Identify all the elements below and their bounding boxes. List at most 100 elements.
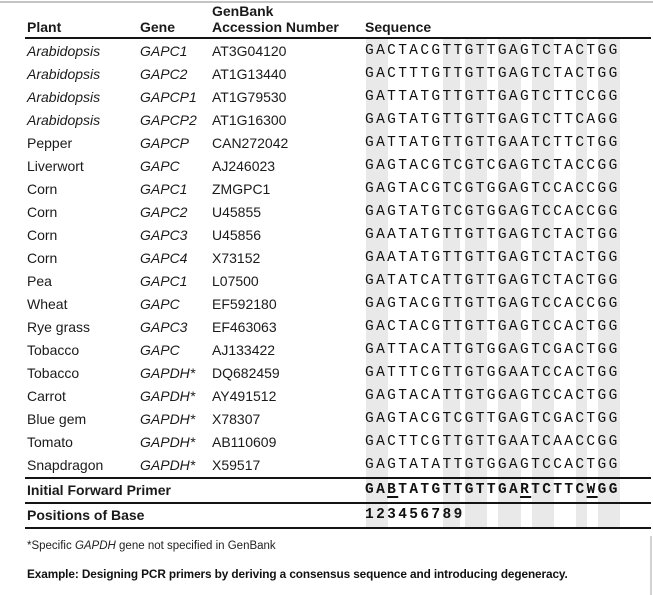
header-rule — [25, 37, 651, 39]
primer-base: T — [531, 482, 543, 498]
column-header-genbank-line1: GenBank — [212, 3, 274, 19]
table-row: Corn GAPC1 ZMGPC1 GAGTACGTCGTGGAGTCCACCGG — [0, 178, 653, 201]
sequence-cell: GAGTATGTCGTGGAGTCCACCGG — [365, 204, 620, 220]
gene-cell: GAPC3 — [140, 319, 188, 335]
accession-cell: AY491512 — [212, 388, 277, 404]
accession-cell: L07500 — [212, 273, 259, 289]
gene-cell: GAPC1 — [140, 273, 188, 289]
sequence-cell: GATTATGTTGTTGAATCTTCTGG — [365, 135, 620, 151]
primer-base: G — [497, 482, 510, 498]
plant-cell: Liverwort — [27, 158, 84, 174]
primer-base: T — [420, 482, 432, 498]
plant-cell: Tobacco — [27, 365, 80, 381]
footnote: *Specific GAPDH gene not specified in Ge… — [27, 539, 276, 554]
accession-cell: X59517 — [212, 457, 261, 473]
primer-base: G — [464, 482, 476, 498]
sequence-cell: GAGTATGTTGTTGAGTCTTCAGG — [365, 112, 620, 128]
plant-cell: Blue gem — [27, 411, 87, 427]
accession-cell: AJ246023 — [212, 158, 276, 174]
primer-base: A — [376, 482, 388, 498]
conserved-band — [498, 39, 521, 527]
gene-cell: GAPC4 — [140, 250, 188, 266]
sequence-cell: GAGTACGTCGTGGAGTCCACCGG — [365, 181, 620, 197]
primer-base: A — [409, 482, 421, 498]
sequence-cell: GACTTCGTTGTTGAATCAACCGG — [365, 434, 620, 450]
table-row: Arabidopsis GAPCP1 AT1G79530 GATTATGTTGTTGA… — [0, 86, 653, 109]
sequence-cell: GAGTACGTCGTTGAGTCGACTGG — [365, 411, 620, 427]
degenerate-base: W — [586, 482, 598, 498]
plant-cell: Arabidopsis — [27, 43, 101, 59]
plant-cell: Arabidopsis — [27, 112, 101, 128]
gene-cell: GAPDH* — [140, 434, 196, 450]
table-row: Corn GAPC2 U45855 GAGTATGTCGTGGAGTCCACCGG — [0, 201, 653, 224]
table-row: Arabidopsis GAPCP2 AT1G16300 GAGTATGTTGTTGA… — [0, 109, 653, 132]
primer-base: T — [564, 482, 576, 498]
accession-cell: U45855 — [212, 204, 262, 220]
primer-base: A — [509, 482, 521, 498]
primer-base: T — [398, 482, 410, 498]
accession-cell: X73152 — [212, 250, 261, 266]
accession-cell: AT1G79530 — [212, 89, 287, 105]
plant-cell: Corn — [27, 227, 58, 243]
sequence-cell: GATTACATTGTGGAGTCGACTGG — [365, 342, 620, 358]
plant-cell: Arabidopsis — [27, 66, 101, 82]
conserved-band — [465, 39, 488, 527]
table-row: Corn GAPC4 X73152 GAATATGTTGTTGAGTCTACTGG — [0, 247, 653, 270]
plant-cell: Wheat — [27, 296, 68, 312]
primer-base: T — [553, 482, 565, 498]
table-row: Snapdragon GAPDH* X59517 GAGTATATTGTGGAGTCC… — [0, 454, 653, 477]
accession-cell: DQ682459 — [212, 365, 280, 381]
primer-base: T — [442, 482, 454, 498]
table-row: Liverwort GAPC AJ246023 GAGTACGTCGTCGAGTCTA… — [0, 155, 653, 178]
conserved-band — [575, 39, 587, 527]
accession-cell: U45856 — [212, 227, 262, 243]
plant-cell: Snapdragon — [27, 457, 104, 473]
positions-values: 123456789 — [365, 507, 465, 523]
table-row: Tobacco GAPDH* DQ682459 GATTTCGTTGTGGAATCCA… — [0, 362, 653, 385]
footnote-gene-name: GAPDH — [74, 540, 116, 552]
footnote-suffix: gene not specified in GenBank — [115, 540, 276, 552]
table-row: Tobacco GAPC AJ133422 GATTACATTGTGGAGTCGACT… — [0, 339, 653, 362]
accession-cell: AT3G04120 — [212, 43, 287, 59]
sequence-cell: GATTTCGTTGTGGAATCCACTGG — [365, 365, 620, 381]
degenerate-base: R — [520, 482, 532, 498]
sequence-cell: GAGTACGTTGTTGAGTCCACCGG — [365, 296, 620, 312]
accession-cell: ZMGPC1 — [212, 181, 271, 197]
accession-cell: EF463063 — [212, 319, 277, 335]
plant-cell: Rye grass — [27, 319, 91, 335]
table-row: Arabidopsis GAPC2 AT1G13440 GACTTTGTTGTTGAG… — [0, 63, 653, 86]
primer-row: Initial Forward Primer GABTATGTTGTTGARTC… — [0, 479, 653, 502]
plant-cell: Tobacco — [27, 342, 80, 358]
plant-cell: Pea — [27, 273, 52, 289]
accession-cell: AT1G16300 — [212, 112, 287, 128]
plant-cell: Tomato — [27, 434, 73, 450]
gene-cell: GAPC1 — [140, 43, 188, 59]
gene-cell: GAPCP — [140, 135, 190, 151]
figure-caption: Example: Designing PCR primers by derivi… — [27, 567, 568, 581]
gene-cell: GAPDH* — [140, 411, 196, 427]
gene-cell: GAPC — [140, 296, 180, 312]
table-row: Carrot GAPDH* AY491512 GAGTACATTGTGGAGTCCAC… — [0, 385, 653, 408]
sequence-cell: GACTACGTTGTTGAGTCTACTGG — [365, 43, 620, 59]
primer-base: T — [453, 482, 465, 498]
column-header-gene: Gene — [140, 19, 176, 35]
sequence-cell: GAGTATATTGTGGAGTCCACTGG — [365, 457, 620, 473]
conserved-band — [531, 39, 554, 527]
gene-cell: GAPDH* — [140, 457, 196, 473]
plant-cell: Corn — [27, 181, 58, 197]
column-header-sequence: Sequence — [365, 19, 432, 35]
sequence-cell: GATTATGTTGTTGAGTCTTCCGG — [365, 89, 620, 105]
gene-cell: GAPDH* — [140, 365, 196, 381]
primer-label: Initial Forward Primer — [27, 482, 171, 498]
sequence-cell: GACTACGTTGTTGAGTCCACTGG — [365, 319, 620, 335]
sequence-cell: GAATATGTTGTTGAGTCTACTGG — [365, 227, 620, 243]
plant-cell: Corn — [27, 250, 58, 266]
gene-cell: GAPCP1 — [140, 89, 197, 105]
table-row: Pea GAPC1 L07500 GATATCATTGTTGAGTCTACTGG — [0, 270, 653, 293]
primer-base: C — [575, 482, 587, 498]
primer-base: T — [486, 482, 498, 498]
primer-base: G — [597, 482, 609, 498]
primer-sequence: GABTATGTTGTTGARTCTTCWGG — [365, 479, 620, 502]
primer-base: G — [608, 482, 620, 498]
